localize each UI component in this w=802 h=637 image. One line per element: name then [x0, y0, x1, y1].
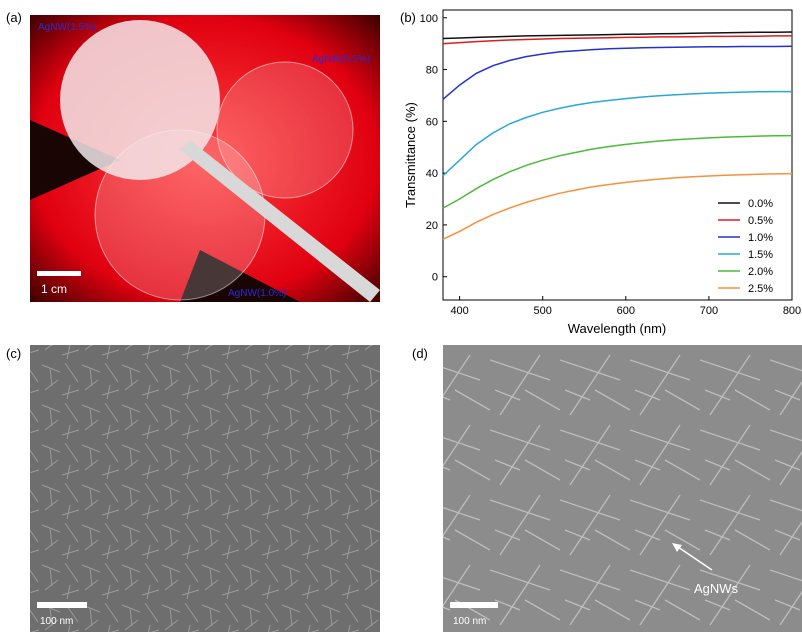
photo-tag: AgNW(1.5%) — [38, 22, 96, 33]
legend-label: 2.5% — [748, 283, 773, 295]
y-tick-label: 0 — [432, 272, 438, 284]
plot-frame — [443, 10, 792, 300]
legend-label: 0.5% — [748, 215, 773, 227]
sem-image — [443, 345, 802, 632]
photo-tag: AgNW(0.5%) — [312, 54, 370, 65]
sem-image — [30, 345, 380, 632]
y-tick-label: 100 — [420, 13, 438, 25]
panel-label: (b) — [400, 10, 416, 25]
legend-label: 1.5% — [748, 249, 773, 261]
page: {"panels": { "a": {"label": "(a)", "tags… — [0, 0, 802, 632]
legend-label: 2.0% — [748, 266, 773, 278]
y-tick-label: 40 — [426, 168, 438, 180]
y-axis-label: Transmittance (%) — [403, 102, 418, 208]
series-line — [443, 46, 792, 99]
annotation: AgNWs — [694, 581, 739, 596]
x-tick-label: 800 — [783, 305, 801, 317]
x-tick-label: 600 — [617, 305, 635, 317]
panel-label: (d) — [412, 346, 428, 361]
panel-label: (c) — [6, 346, 21, 361]
scale-bar — [450, 602, 498, 608]
x-tick-label: 700 — [700, 305, 718, 317]
figure: (a) AgNW(1.5%) AgNW(0.5%) AgNW(1.0%) 1 c… — [0, 0, 802, 632]
y-tick-label: 80 — [426, 65, 438, 77]
scale-label: 1 cm — [41, 282, 67, 296]
legend-label: 1.0% — [748, 232, 773, 244]
scale-label: 100 nm — [40, 616, 73, 627]
series-line — [443, 136, 792, 209]
series-line — [443, 92, 792, 176]
panel-label: (a) — [6, 10, 22, 25]
y-tick-label: 20 — [426, 220, 438, 232]
legend-label: 0.0% — [748, 198, 773, 210]
scale-label: 100 nm — [453, 616, 486, 627]
x-axis-label: Wavelength (nm) — [568, 321, 667, 336]
x-tick-label: 500 — [534, 305, 552, 317]
x-tick-label: 400 — [450, 305, 468, 317]
chart: (b) Wavelength (nm) Transmittance (%) 40… — [400, 10, 801, 336]
series-line — [443, 174, 792, 240]
y-tick-label: 60 — [426, 116, 438, 128]
scale-bar — [37, 271, 81, 276]
photo-tag: AgNW(1.0%) — [228, 288, 286, 299]
scale-bar — [37, 602, 87, 608]
